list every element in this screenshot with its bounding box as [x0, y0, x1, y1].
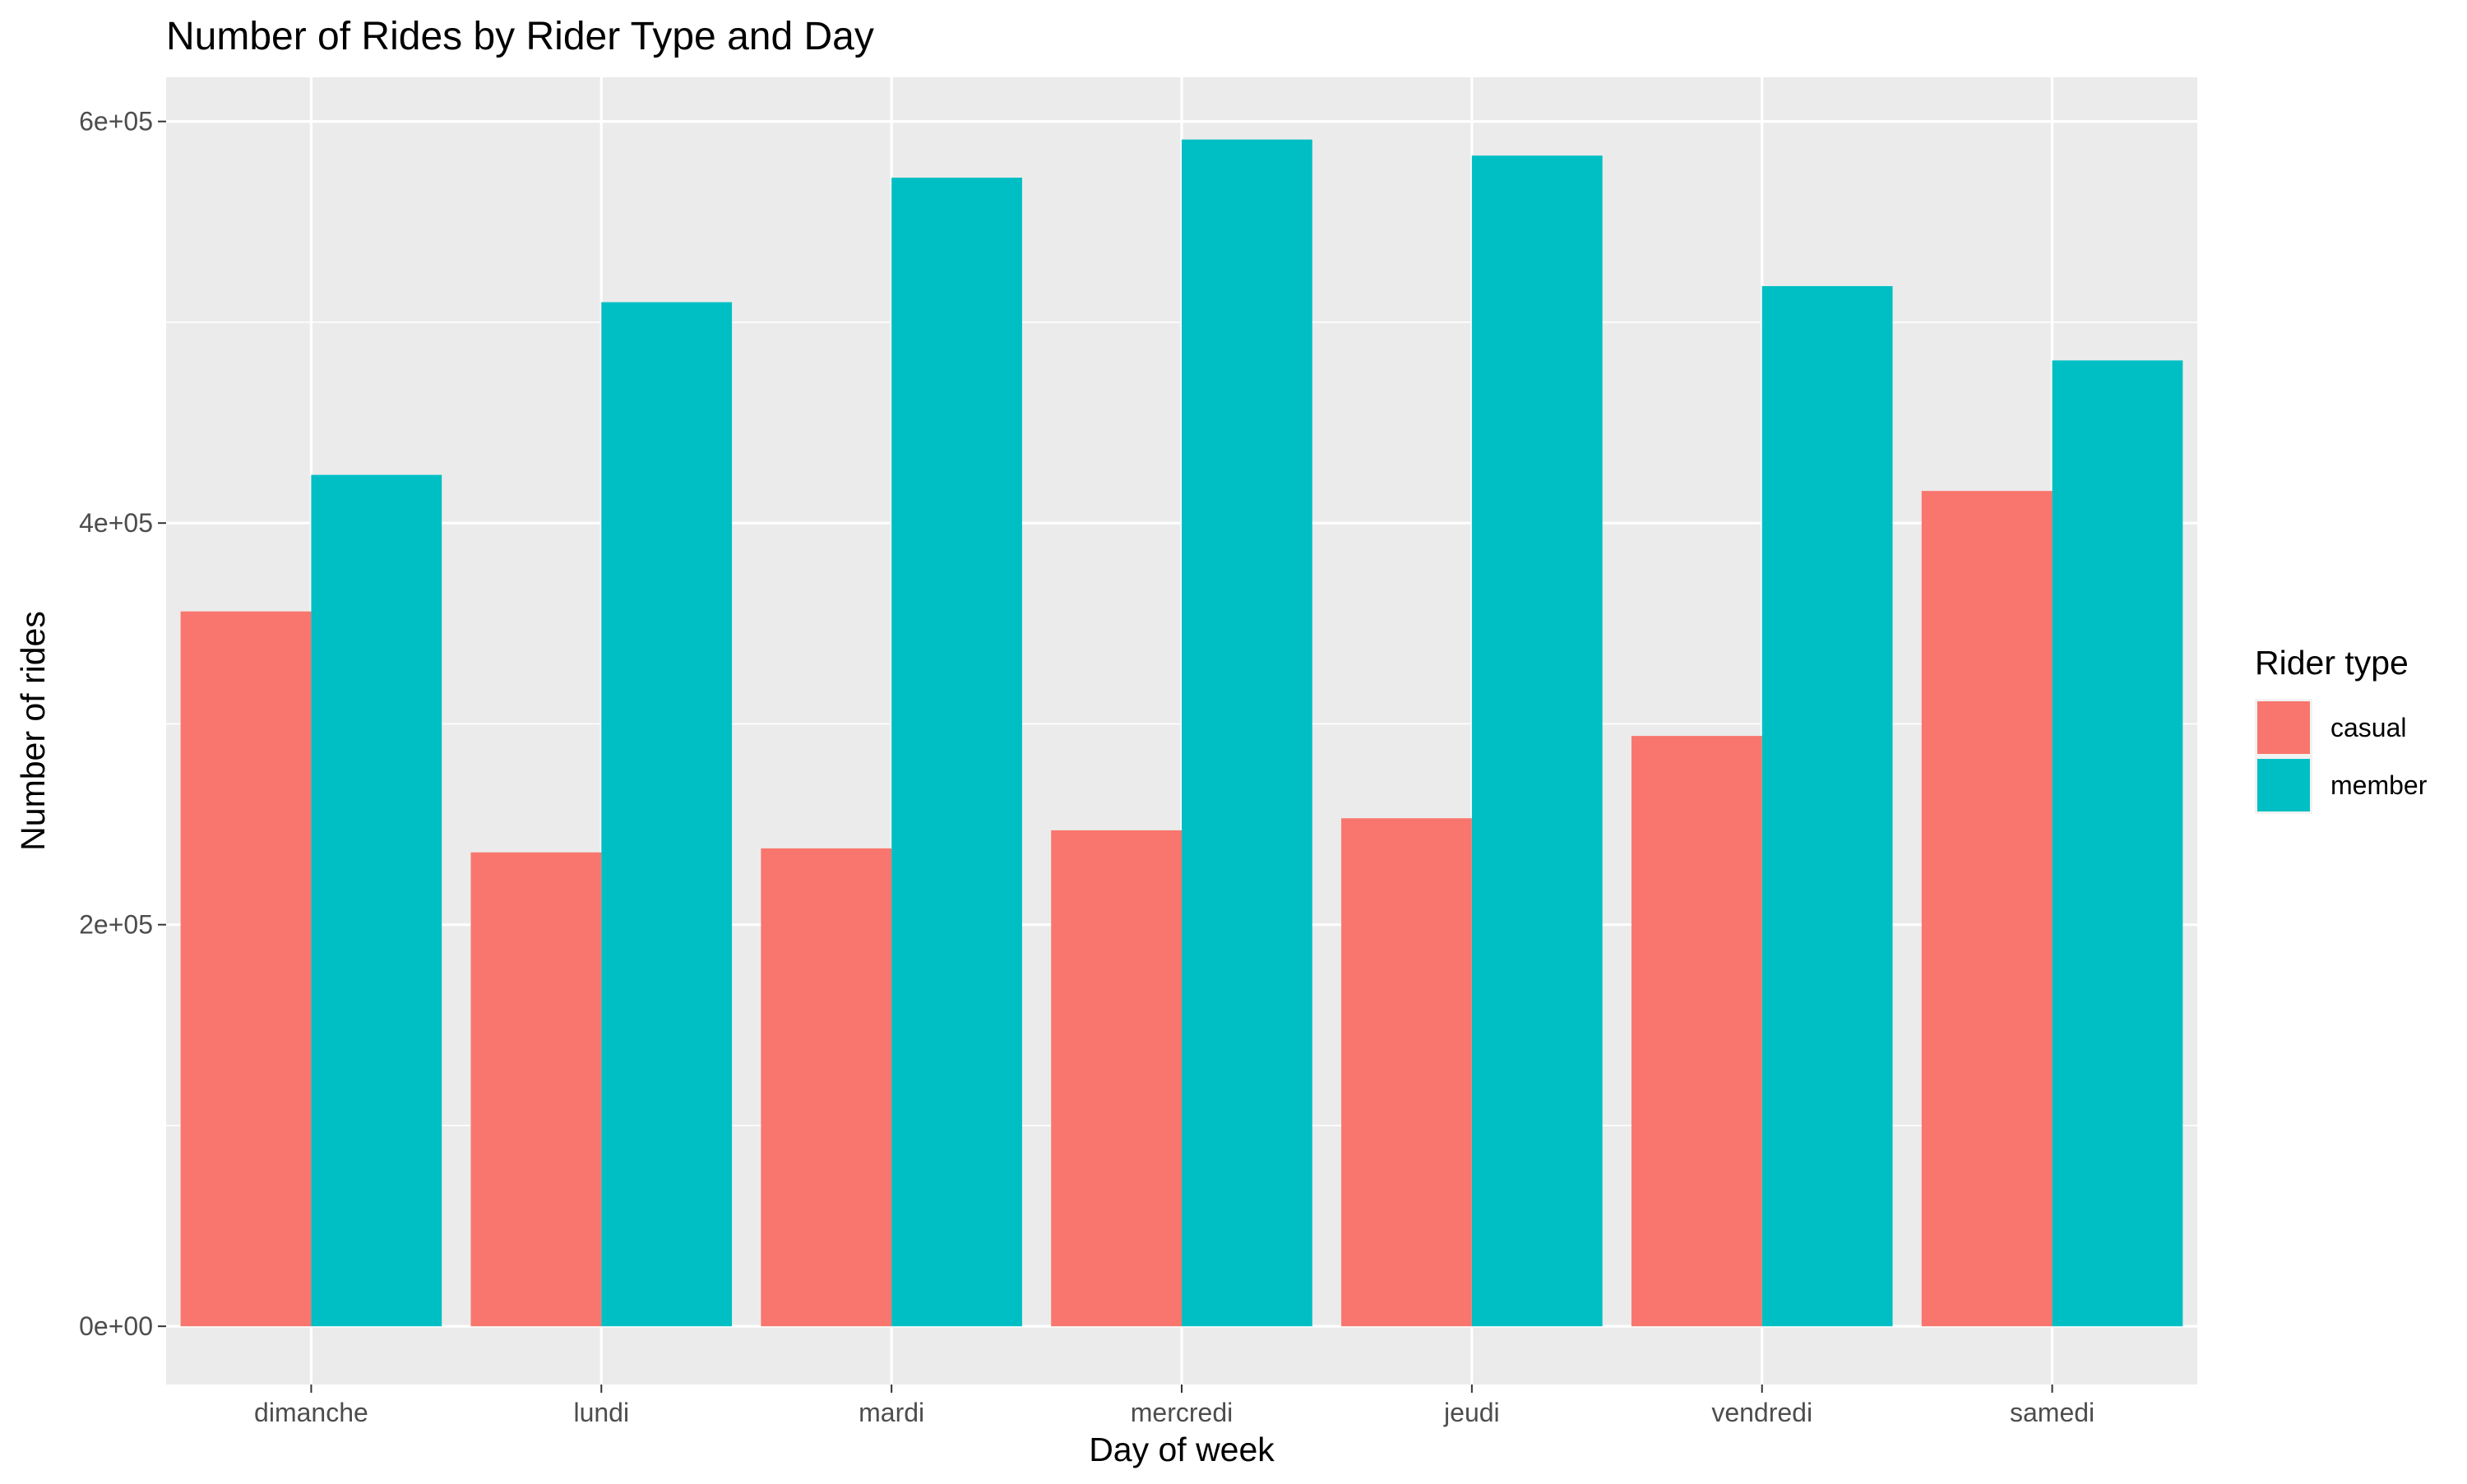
chart-title: Number of Rides by Rider Type and Day	[166, 15, 874, 58]
bar-casual-mardi	[761, 848, 892, 1327]
bar-member-jeudi	[1471, 155, 1603, 1327]
x-tick-label: jeudi	[1443, 1398, 1500, 1427]
x-tick-label: lundi	[573, 1398, 629, 1427]
bar-casual-lundi	[470, 852, 602, 1327]
x-tick-label: dimanche	[254, 1398, 368, 1427]
y-axis-title: Number of rides	[14, 611, 52, 851]
bars-layer	[180, 139, 2183, 1327]
legend-label-casual: casual	[2330, 713, 2407, 742]
bar-casual-dimanche	[180, 611, 312, 1327]
bar-casual-jeudi	[1341, 818, 1472, 1327]
legend: Rider type casual member	[2255, 644, 2428, 814]
bar-member-mardi	[891, 178, 1022, 1327]
bar-casual-vendredi	[1631, 736, 1762, 1327]
bar-casual-samedi	[1921, 491, 2053, 1327]
legend-key-casual	[2257, 701, 2310, 754]
x-tick-label: samedi	[2010, 1398, 2094, 1427]
y-tick-label: 6e+05	[79, 107, 153, 136]
legend-title: Rider type	[2255, 644, 2409, 682]
bar-casual-mercredi	[1051, 830, 1182, 1327]
bar-member-dimanche	[311, 474, 442, 1327]
x-tick-label: mercredi	[1131, 1398, 1233, 1427]
y-tick-label: 2e+05	[79, 910, 153, 940]
x-tick-label: vendredi	[1711, 1398, 1812, 1427]
legend-key-member	[2257, 759, 2310, 811]
y-tick-label: 4e+05	[79, 508, 153, 538]
legend-label-member: member	[2330, 770, 2428, 800]
bar-member-lundi	[601, 302, 733, 1327]
bar-member-vendredi	[1761, 286, 1893, 1327]
bar-member-samedi	[2052, 360, 2183, 1327]
y-axis: 0e+00 2e+05 4e+05 6e+05	[79, 107, 166, 1341]
x-tick-label: mardi	[859, 1398, 924, 1427]
x-axis-title: Day of week	[1089, 1431, 1275, 1468]
bar-member-mercredi	[1182, 139, 1312, 1327]
x-axis: dimanche lundi mardi mercredi jeudi vendredi s…	[254, 1385, 2094, 1427]
y-tick-label: 0e+00	[79, 1311, 153, 1341]
